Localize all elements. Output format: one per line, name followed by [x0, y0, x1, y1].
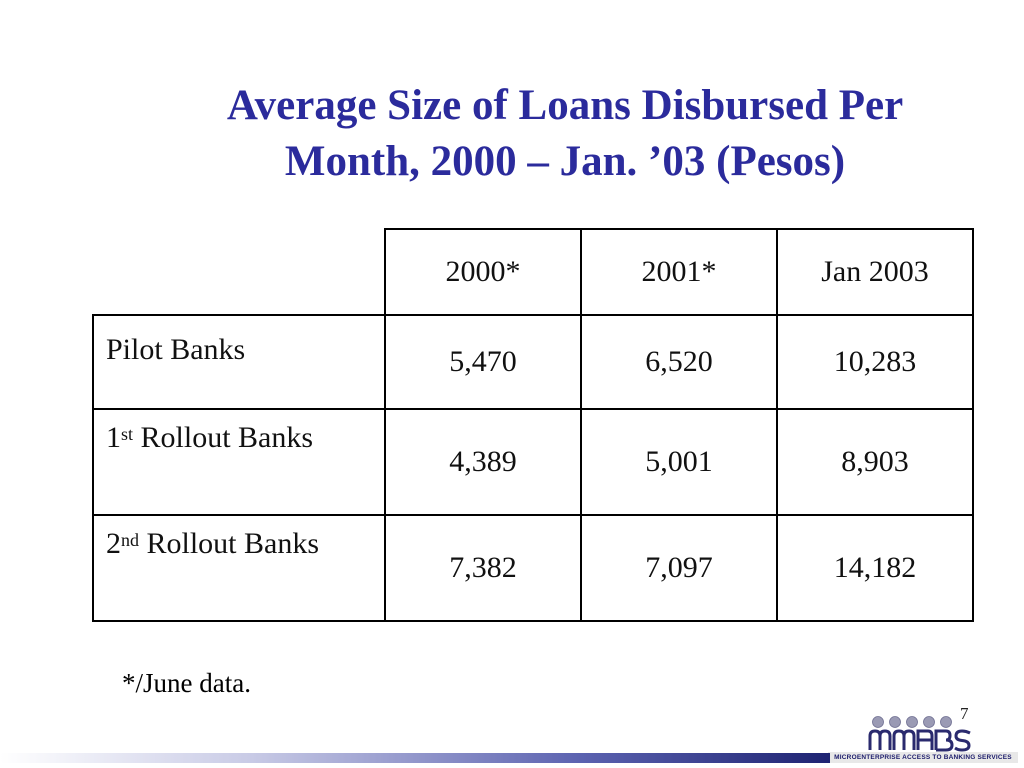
table-row: 1st Rollout Banks 4,389 5,001 8,903 [92, 408, 974, 516]
table-cell: 8,903 [776, 408, 974, 516]
mabs-logo-icon [868, 716, 971, 752]
table-cell: 6,520 [580, 314, 778, 410]
table-cell: 7,382 [384, 514, 582, 622]
column-header: Jan 2003 [776, 228, 974, 316]
column-header: 2001* [580, 228, 778, 316]
table-row: 2nd Rollout Banks 7,382 7,097 14,182 [92, 514, 974, 622]
row-label: Pilot Banks [92, 314, 386, 410]
footnote: */June data. [122, 668, 251, 698]
table-cell: 4,389 [384, 408, 582, 516]
table-cell: 7,097 [580, 514, 778, 622]
table-row: Pilot Banks 5,470 6,520 10,283 [92, 314, 974, 410]
column-header: 2000* [384, 228, 582, 316]
table-cell: 5,470 [384, 314, 582, 410]
slide-title: Average Size of Loans Disbursed Per Mont… [110, 78, 1020, 190]
title-line-2: Month, 2000 – Jan. ’03 (Pesos) [284, 138, 846, 185]
header-row: 2000* 2001* Jan 2003 [93, 228, 974, 316]
footer-bar [0, 753, 830, 763]
logo-tagline: MICROENTERPRISE ACCESS TO BANKING SERVIC… [828, 752, 1018, 763]
row-label: 1st Rollout Banks [92, 408, 386, 516]
loan-size-table: 2000* 2001* Jan 2003 Pilot Banks 5,470 6… [92, 228, 974, 622]
table-cell: 5,001 [580, 408, 778, 516]
title-line-1: Average Size of Loans Disbursed Per [226, 82, 904, 129]
table-cell: 10,283 [776, 314, 974, 410]
page-number: 7 [960, 704, 969, 723]
corner-cell [93, 229, 386, 316]
table-cell: 14,182 [776, 514, 974, 622]
row-label: 2nd Rollout Banks [92, 514, 386, 622]
